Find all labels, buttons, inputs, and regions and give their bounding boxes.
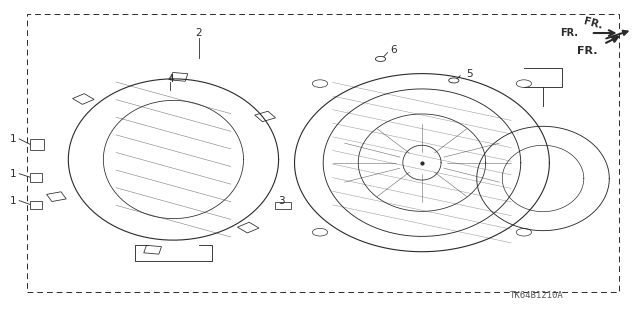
Text: FR.: FR. <box>582 17 604 32</box>
Text: 1: 1 <box>10 196 16 206</box>
Bar <box>30 139 44 150</box>
Text: FR.: FR. <box>560 28 578 38</box>
Bar <box>30 201 42 209</box>
Bar <box>255 111 276 122</box>
Text: TK64B1210A: TK64B1210A <box>510 291 564 300</box>
Bar <box>144 245 161 254</box>
Bar <box>72 94 94 104</box>
Bar <box>275 202 291 209</box>
Bar <box>237 222 259 233</box>
Text: FR.: FR. <box>577 46 597 56</box>
Text: 2: 2 <box>196 28 202 38</box>
Bar <box>47 192 66 202</box>
Bar <box>170 72 188 81</box>
Text: 4: 4 <box>167 74 173 84</box>
Text: 3: 3 <box>278 196 285 206</box>
Bar <box>30 173 42 182</box>
Text: 5: 5 <box>467 69 473 79</box>
Text: 6: 6 <box>390 45 397 56</box>
Text: 1: 1 <box>10 169 16 179</box>
Text: 1: 1 <box>10 134 16 144</box>
